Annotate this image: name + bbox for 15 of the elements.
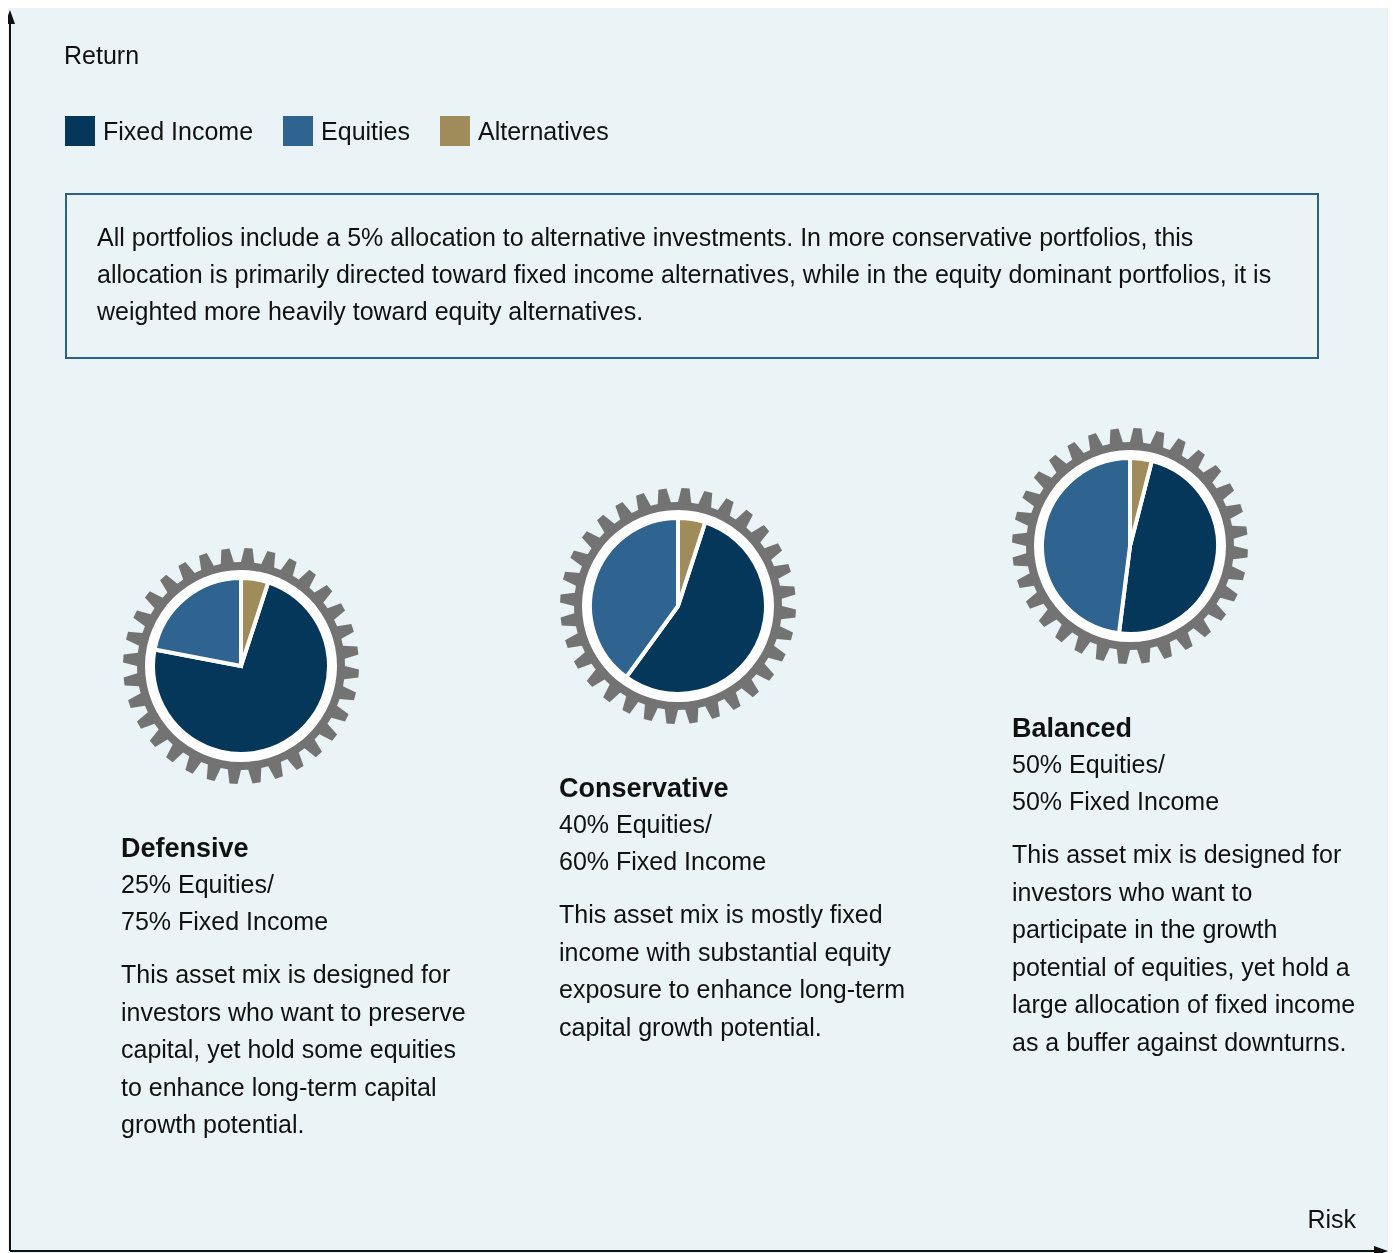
legend-label: Alternatives: [478, 116, 609, 146]
text: Balanced: [1012, 712, 1134, 745]
text: Risk: [1307, 1205, 1356, 1234]
text: This asset mix is designed for investors who want to preserve capital, yet hold some equities to enhance long-term capital growth potential.: [121, 959, 467, 1140]
text: 40% Equities/ 60% Fixed Income: [559, 809, 768, 877]
text: All portfolios include a 5% allocation to alternative investments. In more conservative portfolios, this allocation is primarily directed toward fixed income alternatives, while in the equity dominant portfolios, it is weighted more heavily toward equity alternatives.: [65, 193, 1319, 359]
text: 25% Equities/ 75% Fixed Income: [121, 869, 330, 937]
legend-label: Fixed Income: [103, 116, 254, 146]
text: This asset mix is mostly fixed income with substantial equity exposure to enhance long-term capital growth potential.: [559, 899, 907, 1043]
text: Defensive: [121, 832, 250, 865]
text: This asset mix is designed for investors who want to participate in the growth potential of equities, yet hold a large allocation of fixed income as a buffer against downturns.: [1012, 839, 1357, 1058]
text: Conservative: [559, 772, 730, 805]
text: 50% Equities/ 50% Fixed Income: [1012, 749, 1221, 817]
text: Return: [64, 41, 140, 70]
legend-label: Equities: [321, 116, 411, 146]
